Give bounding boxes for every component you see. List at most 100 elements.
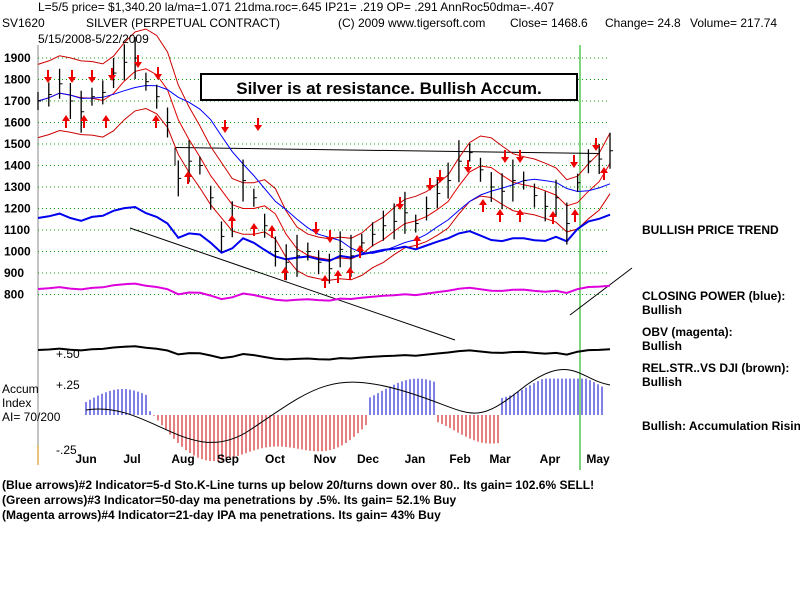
obv-note: OBV (magenta): Bullish	[642, 325, 733, 353]
y-tick-label: 800	[4, 288, 24, 302]
x-tick-label: Oct	[265, 452, 285, 466]
up-arrow-icon	[600, 167, 608, 173]
up-arrow-icon	[496, 209, 504, 215]
up-arrow-icon	[80, 115, 88, 121]
down-arrow-icon	[570, 162, 578, 168]
change-value: Change= 24.8	[605, 16, 681, 30]
up-arrow-icon	[516, 209, 524, 215]
header-stats: L=5/5 price= $1,340.20 la/ma=1.071 21dma…	[38, 0, 555, 14]
copyright: (C) 2009 www.tigersoft.com	[338, 16, 486, 30]
accum-level-label: +.50	[56, 347, 80, 361]
bands	[37, 28, 611, 281]
down-arrow-icon	[312, 229, 320, 235]
closing-power-status: Bullish	[642, 303, 683, 317]
accum-ma-line	[85, 369, 611, 443]
down-arrow-icon	[88, 77, 96, 83]
footer-line: (Magenta arrows)#4 Indicator=21-day IPA …	[2, 508, 441, 522]
chart-title: SILVER (PERPETUAL CONTRACT)	[86, 16, 281, 30]
down-arrow-icon	[108, 75, 116, 81]
accum-title: Accum Index AI= 70/200	[2, 382, 60, 424]
down-arrow-icon	[154, 74, 162, 80]
indicator-lines	[37, 205, 611, 361]
footer-line: (Blue arrows)#2 Indicator=5-d Sto.K-Line…	[2, 478, 595, 492]
ma50-line	[37, 84, 611, 254]
y-tick-label: 1900	[4, 51, 31, 65]
x-tick-label: Feb	[449, 452, 470, 466]
trend-line	[569, 267, 633, 316]
up-arrow-icon	[228, 215, 236, 221]
down-arrow-icon	[326, 237, 334, 243]
y-tick-label: 1400	[4, 159, 31, 173]
y-tick-label: 1200	[4, 202, 31, 216]
accum-note: Bullish: Accumulation Rising	[642, 419, 800, 433]
trend-line	[129, 227, 456, 341]
y-tick-label: 1700	[4, 94, 31, 108]
symbol: SV1620	[2, 16, 45, 30]
closing-power-note: CLOSING POWER (blue): Bullish	[642, 289, 785, 317]
resistance-callout: Silver is at resistance. Bullish Accum.	[200, 73, 578, 101]
down-arrow-icon	[134, 62, 142, 68]
y-tick-label: 1100	[4, 223, 30, 237]
ma21-line	[37, 68, 611, 261]
x-tick-label: Sep	[217, 452, 239, 466]
accum-level-label: +.25	[56, 378, 80, 392]
signal-arrows	[44, 55, 608, 288]
accum-level-label: -.25	[56, 443, 77, 457]
down-arrow-icon	[426, 185, 434, 191]
up-arrow-icon	[184, 171, 192, 177]
x-tick-label: Mar	[489, 452, 511, 466]
closing-power-line	[37, 205, 611, 262]
x-tick-label: Nov	[314, 452, 337, 466]
up-arrow-icon	[250, 223, 258, 229]
x-tick-label: Dec	[357, 452, 379, 466]
up-arrow-icon	[479, 199, 487, 205]
accum-title-line: Index	[2, 396, 32, 410]
footer-line: (Green arrows)#3 Indicator=50-day ma pen…	[2, 493, 457, 507]
down-arrow-icon	[501, 157, 509, 163]
lower-band	[37, 107, 611, 281]
down-arrow-icon	[396, 204, 404, 210]
up-arrow-icon	[334, 270, 342, 276]
down-arrow-icon	[221, 127, 229, 133]
y-tick-label: 1800	[4, 73, 31, 87]
axis-labels: 800 900 1000 1100 1200 1300 1400 1500 1600 1700 18…	[4, 51, 610, 466]
volume-value: Volume= 217.74	[690, 16, 778, 30]
y-tick-label: 1500	[4, 137, 31, 151]
down-arrow-icon	[516, 157, 524, 163]
up-arrow-icon	[571, 209, 579, 215]
relstr-status: Bullish	[642, 375, 683, 389]
up-arrow-icon	[102, 115, 110, 121]
up-arrow-icon	[346, 267, 354, 273]
up-arrow-icon	[413, 235, 421, 241]
relstr-line	[37, 345, 611, 361]
y-tick-label: 1000	[4, 245, 31, 259]
resistance-line	[174, 147, 601, 155]
y-tick-label: 1600	[4, 116, 31, 130]
up-arrow-icon	[549, 211, 557, 217]
down-arrow-icon	[436, 177, 444, 183]
down-arrow-icon	[44, 77, 52, 83]
relstr-label: REL.STR..VS DJI (brown):	[642, 361, 790, 375]
y-tick-label: 1300	[4, 180, 31, 194]
date-range: 5/15/2008-5/22/2009	[38, 32, 149, 46]
down-arrow-icon	[592, 145, 600, 151]
up-arrow-icon	[281, 267, 289, 273]
up-arrow-icon	[152, 115, 160, 121]
x-tick-label: Jul	[123, 452, 140, 466]
obv-line	[37, 282, 611, 302]
obv-label: OBV (magenta):	[642, 325, 733, 339]
x-tick-label: May	[586, 452, 610, 466]
relstr-note: REL.STR..VS DJI (brown): Bullish	[642, 361, 789, 389]
down-arrow-icon	[254, 125, 262, 131]
closing-power-label: CLOSING POWER (blue):	[642, 289, 786, 303]
close-value: Close= 1468.6	[510, 16, 588, 30]
down-arrow-icon	[464, 167, 472, 173]
obv-status: Bullish	[642, 339, 683, 353]
upper-band	[37, 28, 611, 240]
up-arrow-icon	[268, 225, 276, 231]
price-trend-note: BULLISH PRICE TREND	[642, 223, 779, 237]
up-arrow-icon	[321, 275, 329, 281]
accum-histogram	[37, 369, 611, 465]
y-tick-label: 900	[4, 266, 24, 280]
